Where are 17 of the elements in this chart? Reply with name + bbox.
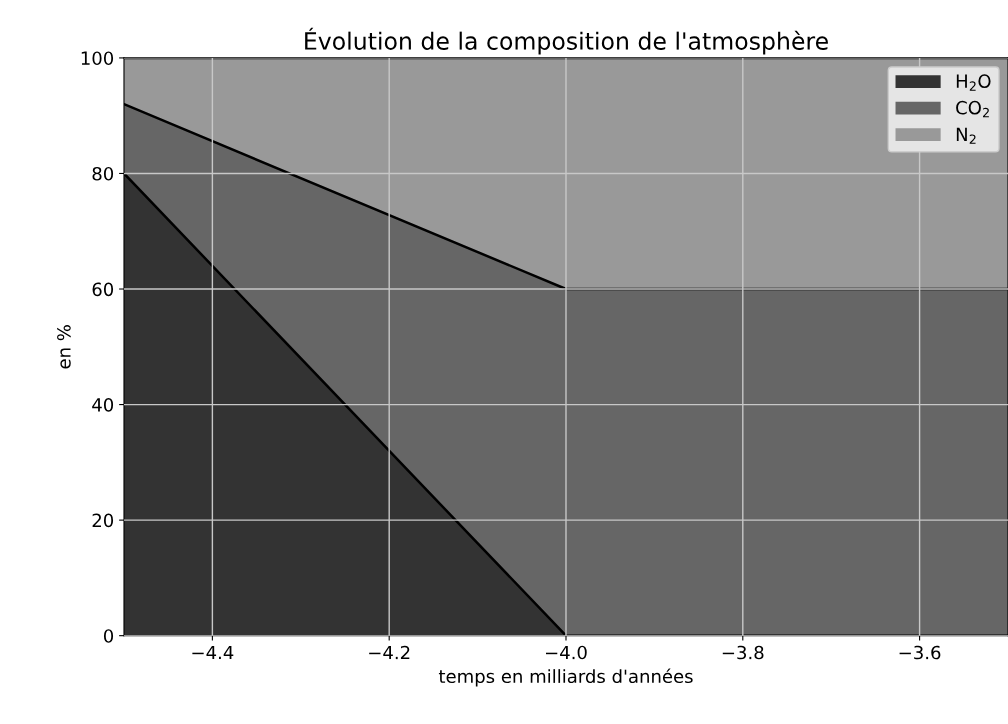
y-tick-label: 40: [92, 398, 114, 412]
x-tick-label: −4.4: [192, 645, 234, 660]
x-tick-label: −3.8: [722, 645, 764, 660]
y-tick-label: 60: [92, 282, 114, 297]
x-tick-label: −4.0: [545, 645, 587, 660]
legend-label: CO$_{2}$: [956, 100, 989, 118]
y-tick-label: 100: [81, 51, 114, 66]
x-axis-title: temps en milliards d'années: [438, 668, 693, 687]
x-tick-label: −3.6: [899, 645, 941, 660]
y-tick-label: 0: [103, 629, 114, 643]
legend-label: N$_{2}$: [956, 127, 976, 144]
chart-title: Évolution de la composition de l'atmosphère: [305, 27, 828, 55]
y-tick-label: 80: [92, 166, 114, 181]
legend-label: H$_{2}$O: [956, 74, 991, 91]
y-axis-title: en %: [57, 325, 71, 369]
y-tick-label: 20: [92, 513, 114, 528]
x-tick-label: −4.2: [369, 645, 410, 660]
